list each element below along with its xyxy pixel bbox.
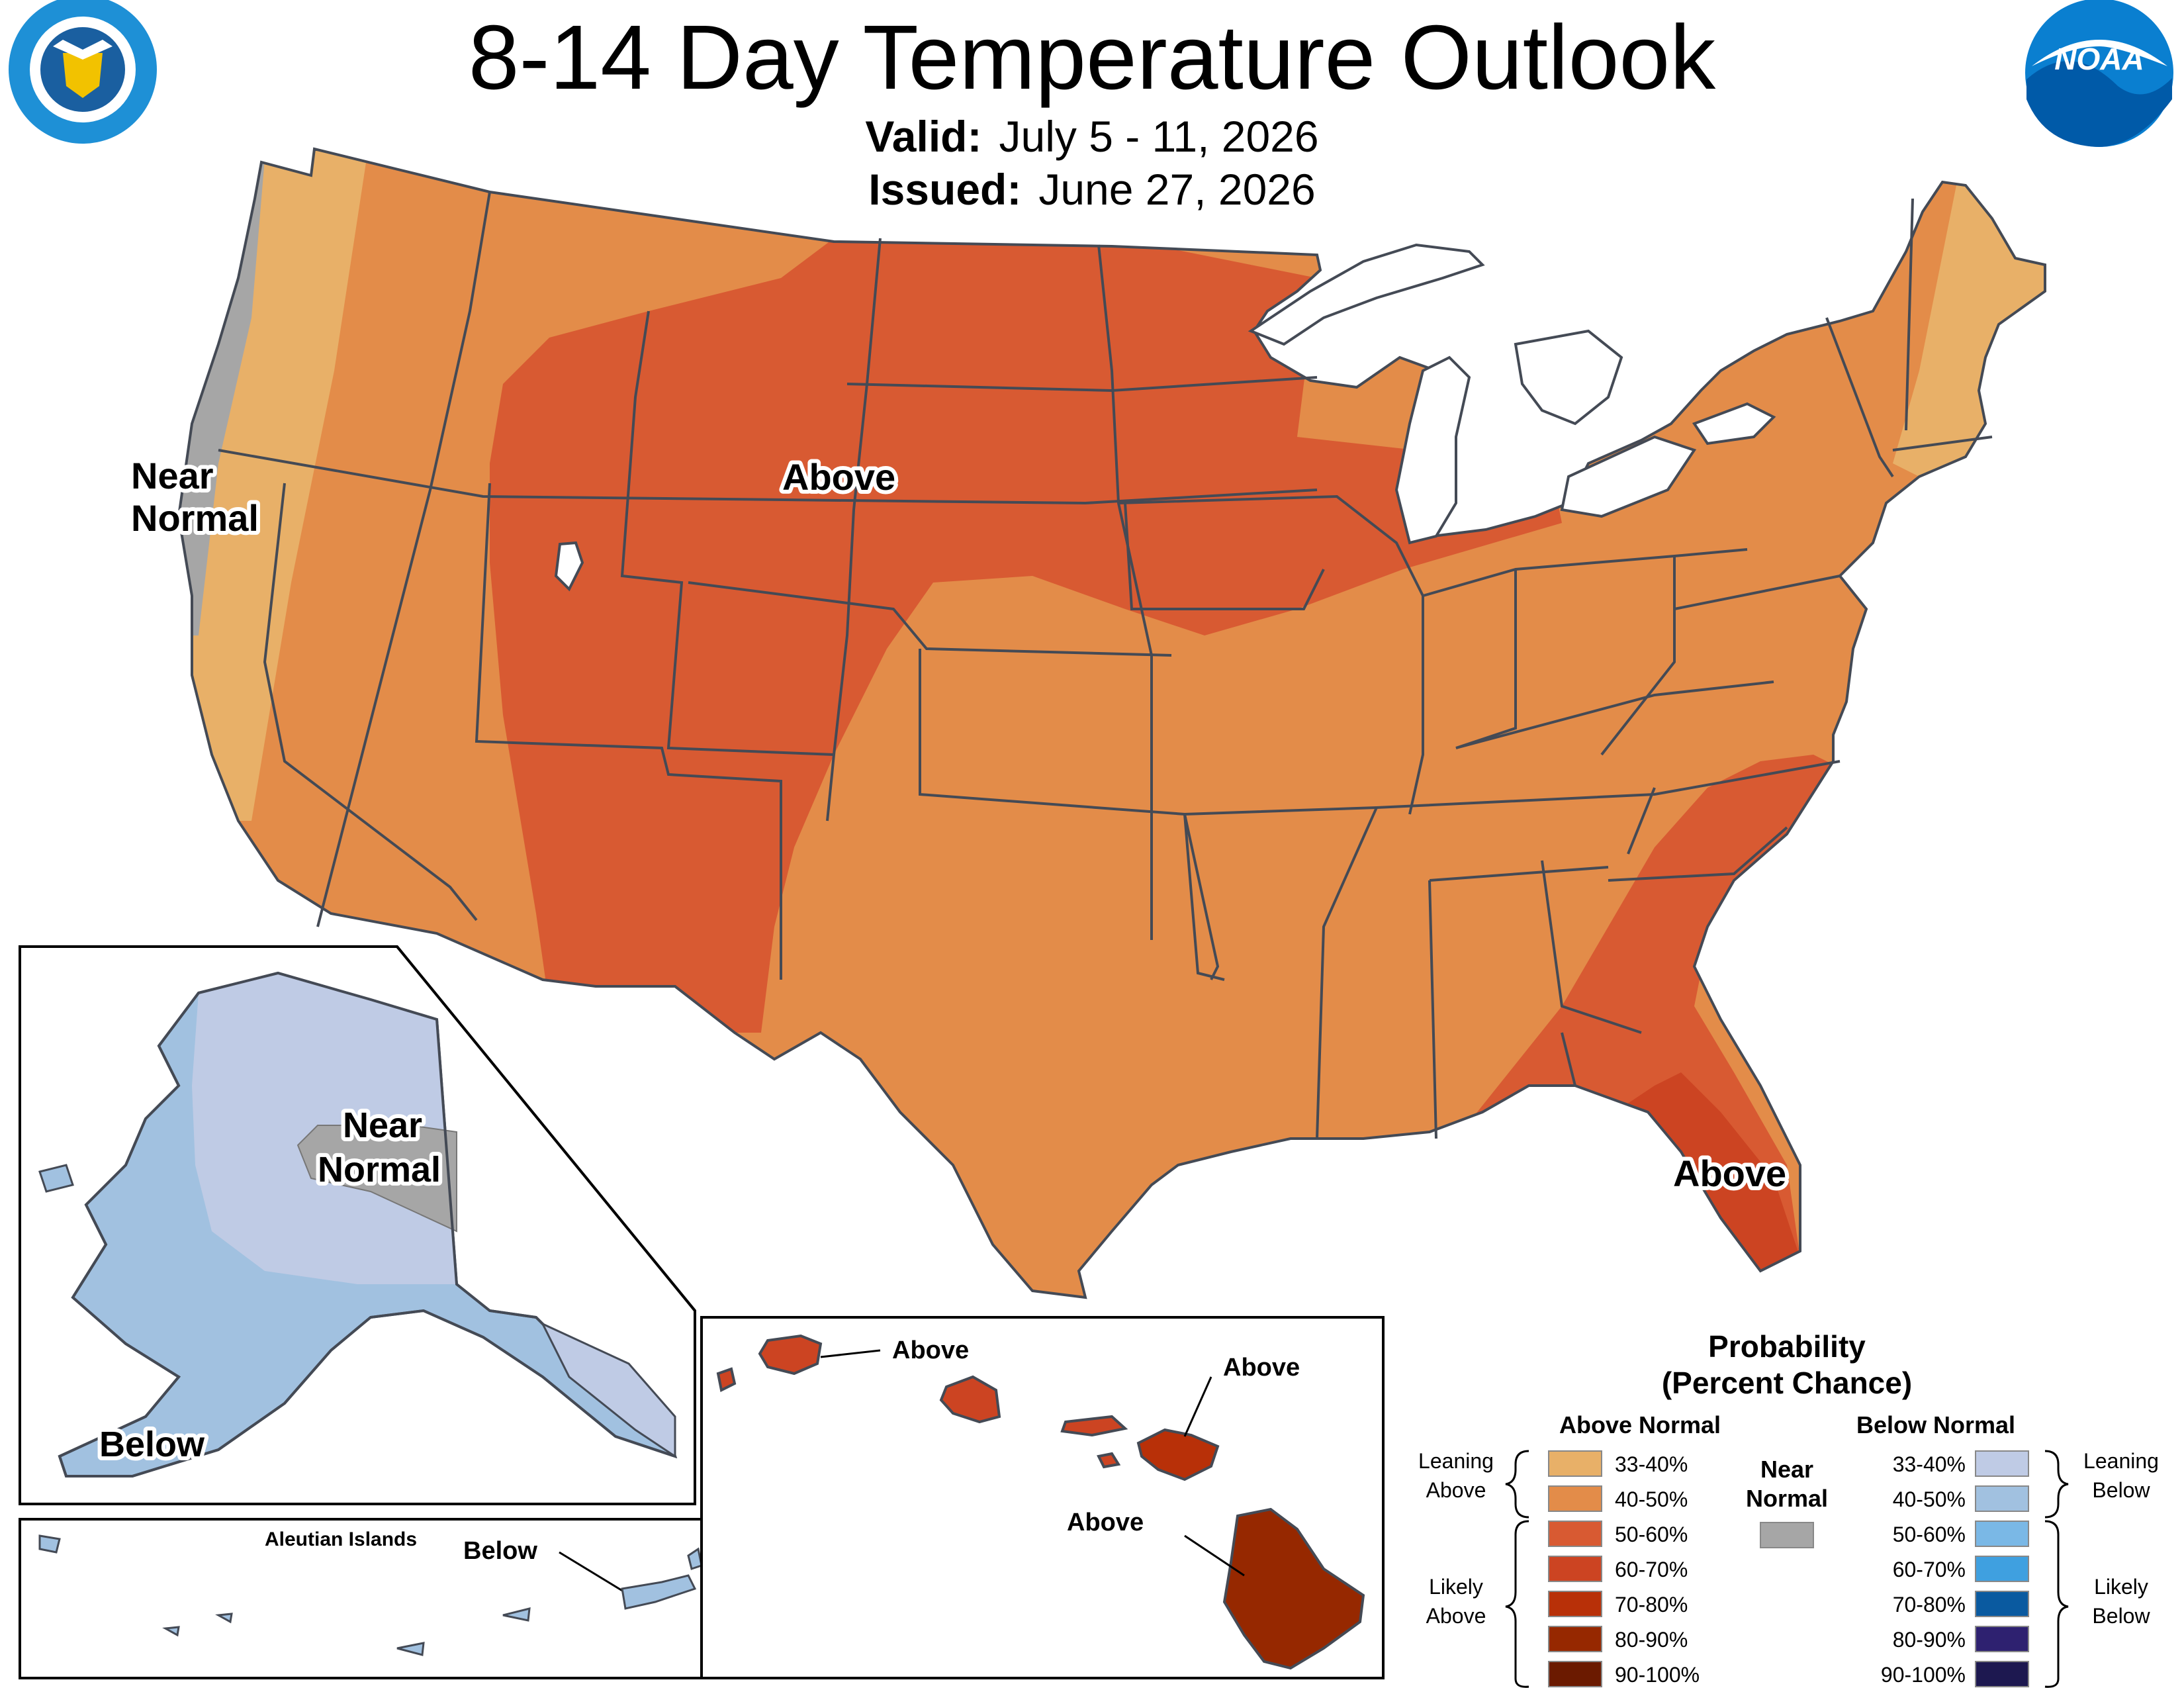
zone-near-normal-alaska xyxy=(296,1125,457,1233)
legend-near-line2: Normal xyxy=(1746,1485,1828,1512)
legend-above-label-6: 90-100% xyxy=(1615,1663,1700,1687)
legend-below-header: Below Normal xyxy=(1856,1411,2015,1438)
legend-below-label-5: 80-90% xyxy=(1893,1628,1966,1652)
zone-above-60-70-florida xyxy=(1615,1072,1800,1284)
issued-line: Issued: June 27, 2026 xyxy=(0,164,2184,214)
legend-below-swatch-4 xyxy=(1975,1591,2029,1617)
legend-above-label-4: 70-80% xyxy=(1615,1593,1688,1617)
label-above-kauai: Above xyxy=(892,1336,969,1364)
zone-above-50-60-central xyxy=(490,238,1562,1033)
legend-likely-below-line1: Likely xyxy=(2094,1575,2148,1599)
label-near-alaska-line2: Normal xyxy=(318,1150,441,1190)
issued-label: Issued: xyxy=(868,165,1022,214)
valid-line: Valid: July 5 - 11, 2026 xyxy=(0,111,2184,162)
legend: Probability (Percent Chance) Above Norma… xyxy=(1418,1329,2159,1688)
island-niihau xyxy=(716,1367,737,1392)
legend-leaning-above-line2: Above xyxy=(1426,1478,1486,1502)
legend-above-swatches: 33-40% 40-50% 50-60% 60-70% 70-80% 80-90% 90-1… xyxy=(1548,1450,1700,1687)
legend-near-swatch xyxy=(1760,1522,1814,1548)
legend-below-swatch-3 xyxy=(1975,1556,2029,1582)
legend-leaning-below-line1: Leaning xyxy=(2083,1449,2159,1473)
label-below-alaska: Below xyxy=(99,1425,205,1464)
state-boundaries xyxy=(177,148,2046,1299)
label-above-central: Above xyxy=(782,456,895,498)
legend-likely-below-line2: Below xyxy=(2092,1604,2150,1628)
legend-above-label-3: 60-70% xyxy=(1615,1558,1688,1581)
legend-below-label-1: 40-50% xyxy=(1893,1487,1966,1511)
island-oahu xyxy=(939,1375,1001,1424)
noaa-logo: NOAA xyxy=(2025,0,2173,147)
legend-above-swatch-3 xyxy=(1548,1556,1602,1582)
noaa-logo-text: NOAA xyxy=(2054,42,2144,76)
page-title: 8-14 Day Temperature Outlook xyxy=(468,7,1716,109)
alaska-inset: Near Normal Below xyxy=(19,945,702,1521)
legend-above-label-5: 80-90% xyxy=(1615,1628,1688,1652)
legend-below-swatch-5 xyxy=(1975,1626,2029,1652)
legend-likely-above-line2: Above xyxy=(1426,1604,1486,1628)
island-lanai xyxy=(1097,1452,1121,1469)
label-near-alaska-line1: Near xyxy=(343,1105,422,1145)
label-above-florida: Above xyxy=(1673,1152,1786,1194)
issued-value: June 27, 2026 xyxy=(1038,165,1316,214)
legend-below-swatches: 33-40% 40-50% 50-60% 60-70% 70-80% 80-90% 90-1… xyxy=(1881,1450,2029,1687)
legend-title-line1: Probability xyxy=(1708,1329,1866,1364)
label-below-aleutian: Below xyxy=(463,1537,537,1565)
legend-braces xyxy=(1505,1450,2069,1688)
legend-above-swatch-2 xyxy=(1548,1521,1602,1547)
commerce-seal-logo xyxy=(9,0,157,144)
label-near-normal-west-line2: Normal xyxy=(131,497,259,539)
legend-above-header: Above Normal xyxy=(1559,1411,1721,1438)
hawaii-inset: Above Above Above xyxy=(700,1316,1385,1679)
aleutian-title: Aleutian Islands xyxy=(265,1528,417,1550)
legend-below-label-0: 33-40% xyxy=(1893,1452,1966,1476)
island-hawaii xyxy=(1222,1507,1365,1670)
island-kauai xyxy=(758,1334,823,1376)
legend-above-label-0: 33-40% xyxy=(1615,1452,1688,1476)
legend-below-swatch-6 xyxy=(1975,1661,2029,1687)
legend-leaning-below-line2: Below xyxy=(2092,1478,2150,1502)
legend-below-label-6: 90-100% xyxy=(1881,1663,1966,1687)
island-molokai xyxy=(1060,1415,1128,1437)
legend-above-swatch-0 xyxy=(1548,1450,1602,1477)
legend-likely-above-line1: Likely xyxy=(1429,1575,1483,1599)
legend-below-label-2: 50-60% xyxy=(1893,1523,1966,1546)
legend-below-swatch-0 xyxy=(1975,1450,2029,1477)
legend-near-line1: Near xyxy=(1760,1456,1813,1483)
valid-value: July 5 - 11, 2026 xyxy=(999,112,1319,161)
label-above-big-island: Above xyxy=(1067,1509,1144,1536)
legend-above-swatch-5 xyxy=(1548,1626,1602,1652)
island-maui xyxy=(1136,1428,1220,1481)
great-lakes xyxy=(554,243,1776,592)
legend-leaning-above-line1: Leaning xyxy=(1418,1449,1494,1473)
legend-above-label-2: 50-60% xyxy=(1615,1523,1688,1546)
aleutian-islands xyxy=(38,1534,703,1656)
legend-title-line2: (Percent Chance) xyxy=(1662,1366,1912,1400)
legend-below-swatch-1 xyxy=(1975,1485,2029,1512)
legend-below-swatch-2 xyxy=(1975,1521,2029,1547)
legend-above-swatch-6 xyxy=(1548,1661,1602,1687)
legend-below-label-4: 70-80% xyxy=(1893,1593,1966,1617)
aleutian-inset: Aleutian Islands Below xyxy=(19,1518,703,1679)
legend-above-swatch-1 xyxy=(1548,1485,1602,1512)
legend-above-label-1: 40-50% xyxy=(1615,1487,1688,1511)
legend-below-label-3: 60-70% xyxy=(1893,1558,1966,1581)
label-near-normal-west-line1: Near xyxy=(131,455,214,496)
legend-above-swatch-4 xyxy=(1548,1591,1602,1617)
valid-label: Valid: xyxy=(865,112,982,161)
label-above-maui: Above xyxy=(1223,1354,1300,1382)
